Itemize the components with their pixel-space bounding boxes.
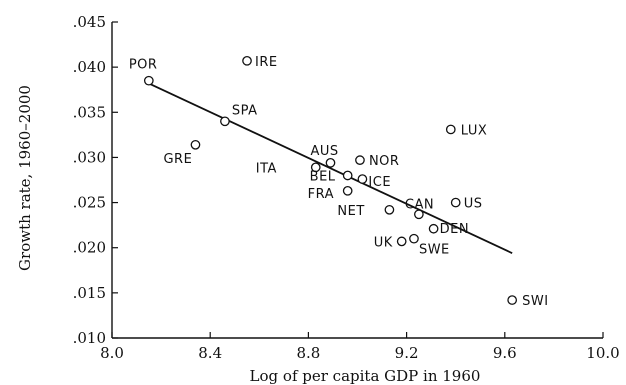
y-axis-title: Growth rate, 1960–2000 [16, 85, 34, 271]
data-point-swe [409, 233, 419, 244]
y-tick-label: .030 [73, 148, 106, 166]
point-label-ice: ICE [368, 175, 391, 190]
point-label-aus: AUS [310, 144, 338, 159]
y-tick-label: .010 [73, 329, 106, 347]
x-tick-label: 8.8 [296, 344, 320, 362]
point-labels: POR IRE SPA GRE LUX AUS NOR ITA BEL ICE FRA CAN US NE… [129, 55, 548, 309]
point-label-swe: SWE [419, 243, 450, 258]
point-label-lux: LUX [461, 123, 488, 138]
data-point-uk [396, 236, 407, 247]
trend-line [148, 82, 513, 254]
data-point-den [428, 223, 439, 234]
data-point-bel [342, 170, 353, 181]
data-point-net [384, 204, 395, 215]
point-label-net: NET [337, 204, 364, 219]
x-tick-label: 8.4 [198, 344, 222, 362]
x-tick-label: 9.2 [395, 344, 419, 362]
data-point-aus [325, 157, 336, 168]
data-point-fra [342, 185, 353, 196]
y-tick-label: .045 [73, 13, 106, 31]
y-tick-label: .040 [73, 58, 106, 76]
point-label-can: CAN [405, 197, 434, 212]
point-label-fra: FRA [308, 187, 334, 202]
point-label-ire: IRE [255, 55, 278, 70]
point-label-swi: SWI [522, 294, 548, 309]
data-point-ita [310, 162, 321, 173]
point-label-gre: GRE [163, 152, 192, 167]
point-label-bel: BEL [310, 169, 336, 184]
x-tick-label: 9.6 [493, 344, 517, 362]
point-label-us: US [464, 197, 483, 212]
data-point-gre [190, 139, 201, 150]
data-point-lux [445, 124, 456, 135]
data-point-por [143, 75, 154, 86]
point-label-nor: NOR [369, 154, 400, 169]
point-label-por: POR [129, 58, 158, 73]
x-tick-label: 10.0 [586, 344, 619, 362]
y-tick-label: .025 [73, 194, 106, 212]
axes: .010 .015 .020 .025 .030 .035 .040 .045 8.0 8.4 8.… [73, 13, 620, 362]
y-tick-label: .020 [73, 239, 106, 257]
point-label-uk: UK [374, 235, 393, 250]
point-label-den: DEN [440, 222, 469, 237]
y-tick-label: .015 [73, 284, 106, 302]
data-point-can [414, 209, 424, 220]
data-point-ice [357, 174, 368, 184]
data-point-nor [355, 155, 365, 165]
x-axis-title: Log of per capita GDP in 1960 [250, 367, 481, 385]
point-label-spa: SPA [232, 103, 258, 118]
y-tick-label: .035 [73, 103, 106, 121]
point-label-ita: ITA [256, 161, 277, 176]
data-point-ire [242, 55, 252, 66]
trend-line-group [148, 82, 513, 254]
data-point-swi [507, 295, 518, 305]
data-point-us [450, 197, 461, 208]
x-tick-label: 8.0 [100, 344, 124, 362]
data-point-spa [220, 116, 230, 127]
data-points [143, 55, 518, 305]
